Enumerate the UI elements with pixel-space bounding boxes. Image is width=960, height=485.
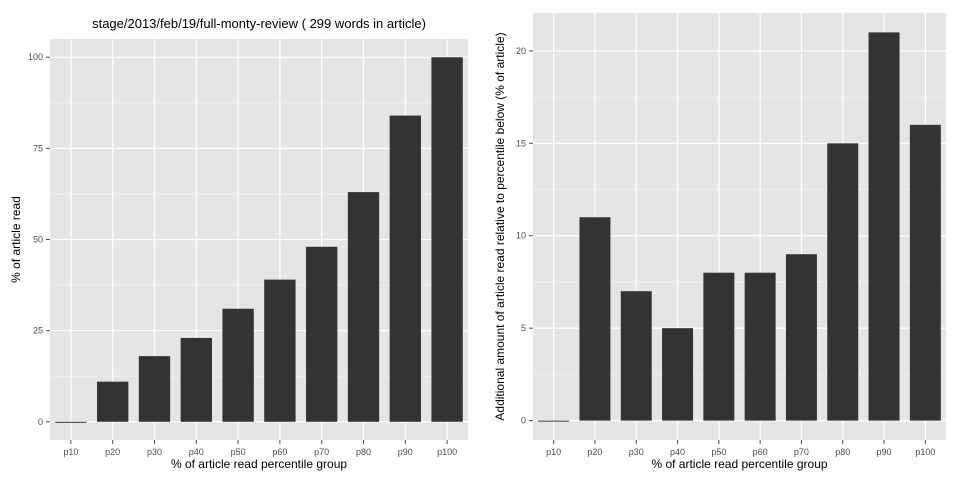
x-tick-label: p80 bbox=[356, 447, 371, 457]
y-tick-label: 100 bbox=[28, 52, 43, 62]
bar-p60 bbox=[264, 279, 296, 422]
x-tick-label: p50 bbox=[231, 447, 246, 457]
bar-p70 bbox=[306, 246, 338, 422]
bar-p30 bbox=[138, 356, 171, 422]
x-tick-label: p90 bbox=[398, 447, 413, 457]
x-axis-title: % of article read percentile group bbox=[651, 457, 827, 471]
x-tick-label: p100 bbox=[915, 447, 935, 457]
x-tick-label: p30 bbox=[147, 447, 162, 457]
bar-p80 bbox=[347, 192, 380, 422]
y-axis-title: % of article read bbox=[9, 196, 23, 283]
y-tick-label: 5 bbox=[521, 323, 526, 333]
x-tick-label: p70 bbox=[314, 447, 329, 457]
x-tick-label: p90 bbox=[877, 447, 892, 457]
bar-p30 bbox=[620, 291, 652, 421]
y-axis-title: Additional amount of article read relati… bbox=[493, 32, 507, 420]
y-tick-label: 75 bbox=[33, 143, 43, 153]
x-axis-title: % of article read percentile group bbox=[171, 457, 347, 471]
x-tick-label: p40 bbox=[189, 447, 204, 457]
bar-p70 bbox=[785, 254, 817, 421]
bar-p100 bbox=[431, 57, 463, 422]
bar-p40 bbox=[180, 337, 212, 422]
x-tick-label: p50 bbox=[711, 447, 726, 457]
x-tick-label: p20 bbox=[105, 447, 120, 457]
bar-p90 bbox=[389, 115, 421, 422]
bar-p50 bbox=[222, 308, 254, 422]
x-tick-label: p60 bbox=[753, 447, 768, 457]
bar-p90 bbox=[868, 32, 900, 421]
chart-read-percent-svg: 0 25 50 75 100 p10 p20 p30 p40 p50 p60 p70 p80 p90 p10… bbox=[9, 16, 468, 471]
bar-p40 bbox=[662, 328, 694, 421]
y-tick-label: 20 bbox=[516, 46, 526, 56]
y-tick-label: 0 bbox=[521, 416, 526, 426]
bar-p60 bbox=[744, 272, 776, 421]
y-tick-label: 25 bbox=[33, 326, 43, 336]
x-tick-label: p40 bbox=[670, 447, 685, 457]
y-tick-label: 15 bbox=[516, 138, 526, 148]
x-tick-label: p70 bbox=[794, 447, 809, 457]
chart-additional-read: 0 5 10 15 20 p10 p20 p30 p40 p50 p60 p70 p80 p90 p100%… bbox=[480, 0, 960, 480]
x-tick-label: p60 bbox=[272, 447, 287, 457]
y-tick-label: 0 bbox=[38, 417, 43, 427]
bar-p10 bbox=[538, 420, 570, 422]
y-tick-label: 50 bbox=[33, 235, 43, 245]
chart-read-percent: 0 25 50 75 100 p10 p20 p30 p40 p50 p60 p70 p80 p90 p10… bbox=[0, 0, 480, 480]
bar-p80 bbox=[827, 143, 859, 421]
bar-p10 bbox=[55, 421, 87, 423]
y-tick-label: 10 bbox=[516, 231, 526, 241]
chart-additional-read-svg: 0 5 10 15 20 p10 p20 p30 p40 p50 p60 p70 p80 p90 p100%… bbox=[493, 13, 946, 471]
x-tick-label: p10 bbox=[546, 447, 561, 457]
bar-p100 bbox=[909, 124, 941, 421]
x-tick-label: p80 bbox=[835, 447, 850, 457]
chart-title: stage/2013/feb/19/full-monty-review ( 29… bbox=[92, 16, 426, 31]
x-tick-label: p100 bbox=[437, 447, 457, 457]
bar-p20 bbox=[97, 381, 129, 422]
bar-p50 bbox=[703, 272, 735, 421]
x-tick-label: p10 bbox=[63, 447, 78, 457]
bar-p20 bbox=[579, 217, 611, 421]
x-tick-label: p30 bbox=[629, 447, 644, 457]
x-tick-label: p20 bbox=[587, 447, 602, 457]
